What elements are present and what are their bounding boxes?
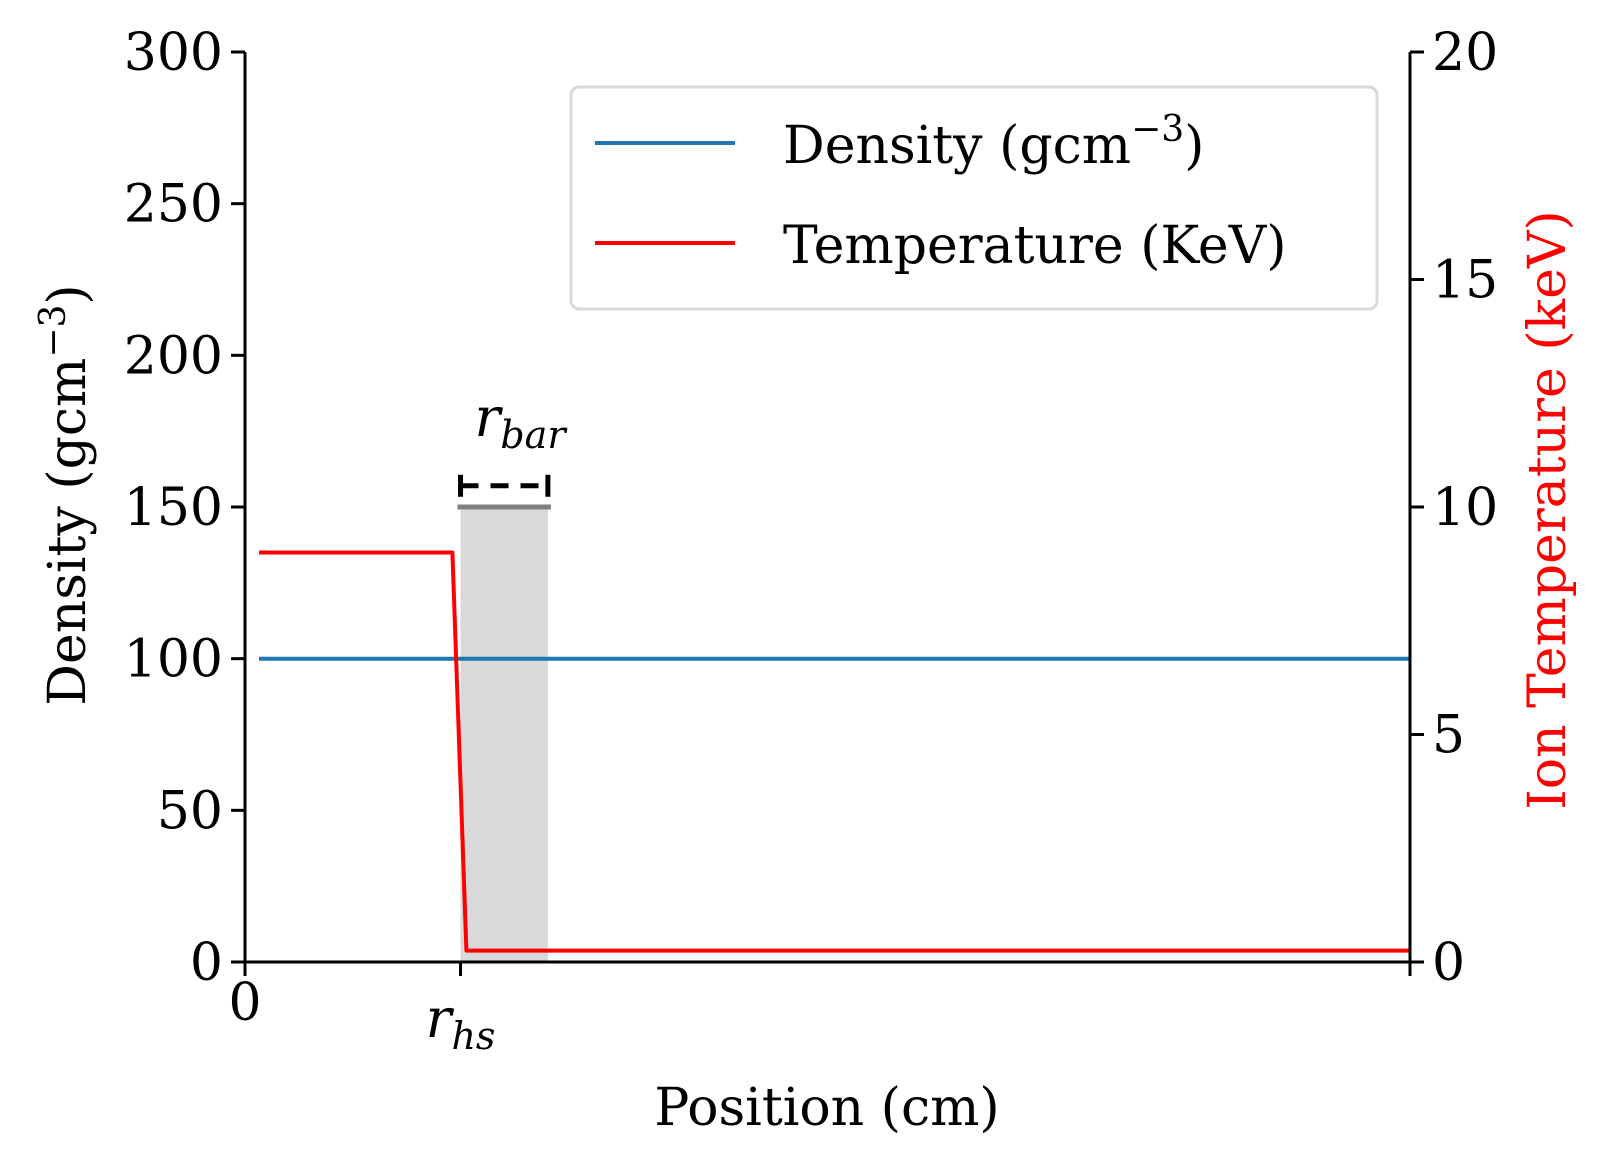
- legend-label-density-sup: −3: [1131, 109, 1184, 150]
- x-axis-title: Position (cm): [654, 1078, 999, 1138]
- left-tick-label-2: 100: [124, 630, 223, 690]
- right-tick-label-4: 20: [1432, 23, 1498, 83]
- bracket-label-sub: bar: [500, 413, 568, 457]
- legend-label-temperature: Temperature (KeV): [783, 216, 1287, 276]
- left-tick-label-3: 150: [124, 478, 223, 538]
- series-layer: [259, 550, 1410, 953]
- legend: Density (gcm−3) Temperature (KeV): [569, 85, 1379, 311]
- x-tick-label-0: 0: [228, 973, 261, 1033]
- x-tick-label-1-sub: hs: [451, 1014, 495, 1058]
- legend-label-density-main: Density (gcm: [783, 116, 1131, 176]
- x-tick-label-0-main: 0: [228, 973, 261, 1033]
- left-tick-label-4: 200: [124, 326, 223, 386]
- right-axis-title: Ion Temperature (keV): [1518, 210, 1578, 809]
- shaded-region-layer: [457, 504, 551, 962]
- left-tick-label-5: 250: [124, 175, 223, 235]
- right-tick-label-0: 0: [1432, 933, 1465, 993]
- annotation-layer: rbar: [458, 386, 569, 497]
- right-tick-label-3: 15: [1432, 251, 1498, 311]
- right-tick-label-2: 10: [1432, 478, 1498, 538]
- left-tick-label-0: 0: [190, 933, 223, 993]
- x-tick-label-1-main: r: [426, 987, 455, 1050]
- left-axis-title-close: ): [38, 284, 98, 304]
- left-axis-title-main: Density (gcm: [38, 358, 98, 706]
- left-axis-title: Density (gcm−3): [33, 284, 98, 705]
- legend-label-density-close: ): [1184, 116, 1204, 176]
- left-tick-label-6: 300: [124, 23, 223, 83]
- left-tick-label-1: 50: [157, 781, 223, 841]
- legend-label-density: Density (gcm−3): [783, 109, 1204, 176]
- bracket-label-main: r: [475, 386, 504, 449]
- shaded-region: [460, 507, 548, 962]
- legend-frame: [569, 85, 1379, 311]
- series-line-1: [259, 550, 1410, 953]
- left-axis-title-sup: −3: [33, 305, 74, 358]
- x-tick-label-1: rhs: [426, 987, 496, 1058]
- bracket-label: rbar: [475, 386, 569, 457]
- right-tick-label-1: 5: [1432, 706, 1465, 766]
